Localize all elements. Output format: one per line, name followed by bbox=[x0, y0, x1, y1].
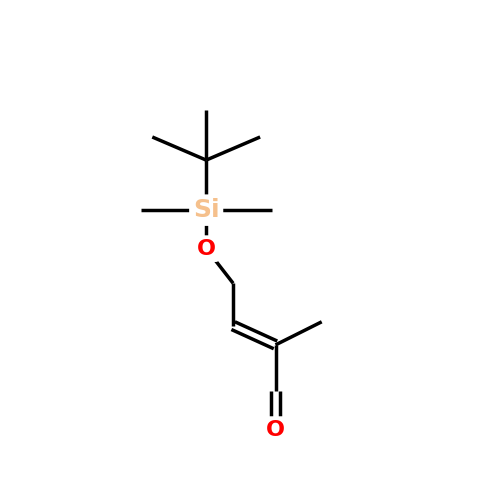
Text: Si: Si bbox=[193, 198, 220, 222]
Text: O: O bbox=[266, 420, 285, 440]
Text: O: O bbox=[196, 238, 216, 258]
